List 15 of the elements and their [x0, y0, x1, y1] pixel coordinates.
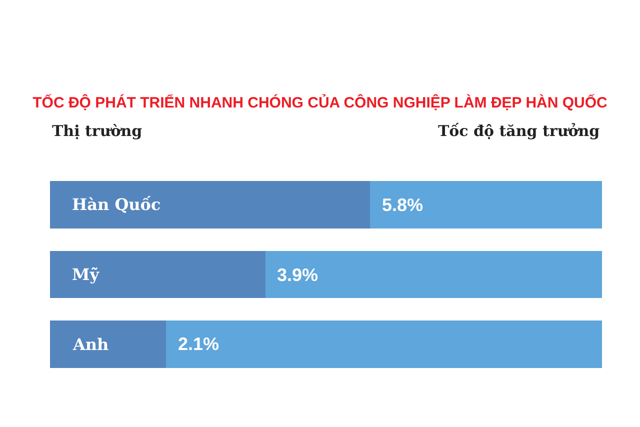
y-axis-title: Thị trường — [52, 122, 143, 140]
bar — [50, 320, 166, 368]
bar — [50, 181, 370, 229]
bar — [265, 250, 602, 298]
chart-title: TỐC ĐỘ PHÁT TRIỂN NHANH CHÓNG CỦA CÔNG NGHIỆP LÀM ĐẸP HÀN QUỐC — [32, 94, 608, 112]
y-tick-label: Hàn Quốc — [72, 195, 161, 214]
x-axis-title: Tốc độ tăng trưởng — [438, 122, 600, 140]
data-label: 2.1% — [178, 334, 220, 354]
y-tick-label: Mỹ — [72, 265, 100, 284]
bar — [50, 250, 266, 298]
data-label: 3.9% — [277, 265, 318, 285]
bar — [166, 320, 602, 368]
bar — [370, 181, 602, 229]
data-label: 5.8% — [382, 195, 424, 215]
y-tick-label: Anh — [72, 335, 110, 354]
